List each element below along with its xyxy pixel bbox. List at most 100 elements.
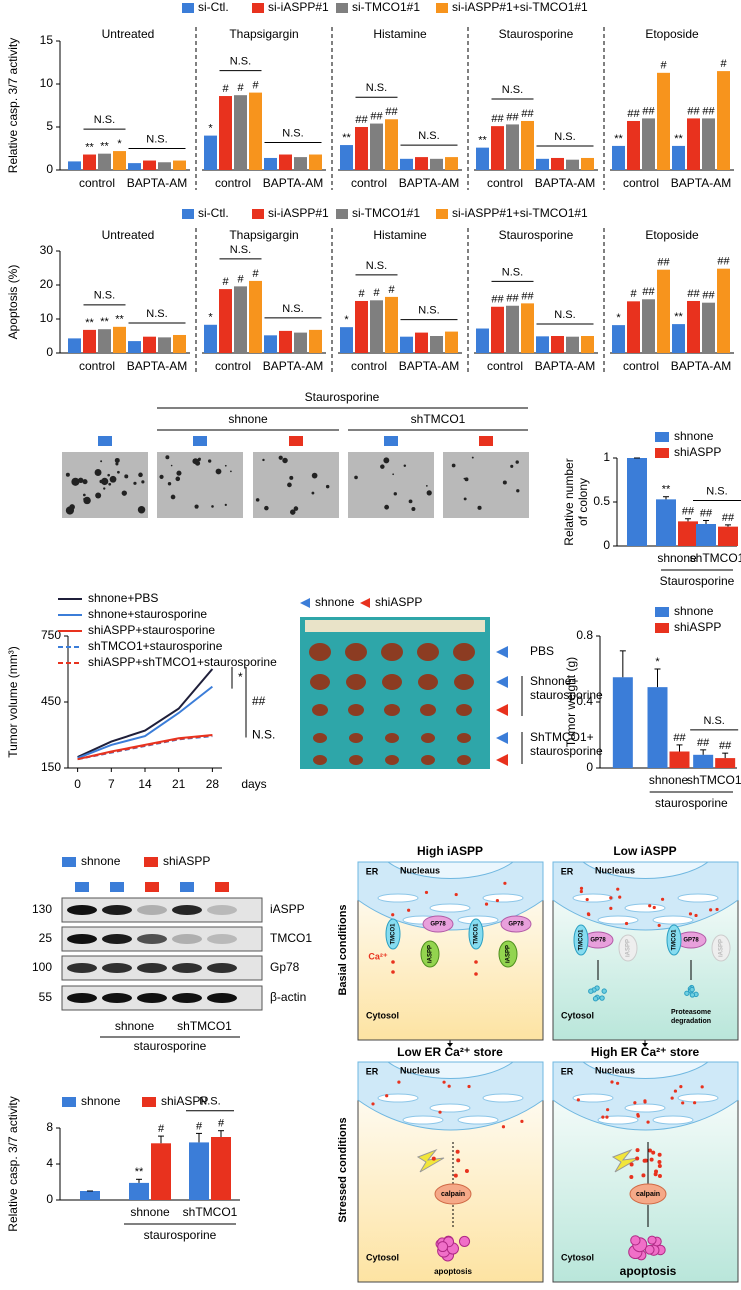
significance-label: ** [115, 314, 124, 326]
row-label: Shnone+ [530, 674, 578, 688]
stress-bolt [416, 1148, 445, 1173]
row-title: Basial conditions [337, 904, 349, 995]
bar [370, 123, 383, 170]
colony [293, 506, 299, 511]
significance-label: ## [702, 105, 715, 117]
lane-swatch [145, 882, 159, 892]
tumor [346, 674, 366, 690]
significance-label: # [237, 273, 244, 285]
er-membrane [552, 1061, 739, 1131]
bar [294, 157, 307, 170]
bar [355, 127, 368, 170]
legend-triangle [300, 598, 310, 608]
bar [566, 336, 579, 353]
protein-label: TMCO1 [672, 929, 678, 951]
bar [536, 158, 549, 170]
band [137, 963, 167, 973]
calcium [660, 897, 665, 901]
protein-label: TMCO1 [270, 931, 312, 945]
calcium [467, 1084, 471, 1089]
significance-label: * [117, 138, 122, 150]
tumor [417, 643, 439, 661]
bar [113, 151, 126, 170]
colony [325, 484, 330, 489]
er-lumen [457, 1115, 499, 1125]
calcium [605, 1115, 609, 1119]
channel [468, 918, 484, 950]
bar [158, 162, 171, 170]
series-line [77, 734, 213, 761]
group-label: shnone [228, 412, 268, 426]
calcium [624, 921, 629, 926]
bar [506, 305, 519, 353]
calpain [629, 1183, 667, 1205]
annotation: N.S. [282, 127, 303, 139]
calcium [576, 1098, 580, 1102]
bar [83, 329, 96, 353]
legend-swatch [252, 3, 264, 13]
bar [400, 336, 413, 353]
tumor [421, 755, 435, 765]
colony [215, 468, 222, 475]
calcium [647, 1148, 652, 1153]
y-tick-label: 4 [46, 1156, 53, 1170]
row-marker [496, 732, 508, 744]
legend-swatch [436, 3, 448, 13]
x-tick-label: control [79, 359, 115, 373]
significance-label: # [373, 287, 380, 299]
significance-label: ** [85, 141, 94, 153]
legend-label: shiASPP+shTMCO1+staurosporine [88, 655, 277, 669]
colony [411, 507, 416, 512]
calcium [657, 1160, 662, 1165]
panel-title: Staurosporine [499, 27, 574, 41]
annotation: N.S. [706, 485, 727, 497]
significance-label: # [218, 1118, 225, 1130]
legend-label: si-iASPP#1+si-TMCO1#1 [452, 206, 588, 220]
y-tick-label: 0 [46, 162, 53, 176]
significance-label: ## [521, 108, 534, 120]
calcium [585, 897, 589, 902]
annotation: N.S. [199, 1096, 220, 1108]
lane-swatch [193, 436, 207, 446]
annotation: N.S. [282, 303, 303, 315]
channel [666, 924, 682, 956]
bar [83, 154, 96, 170]
legend-label: shnone [674, 604, 714, 618]
y-tick-label: 5 [46, 119, 53, 133]
colony [515, 460, 519, 464]
legend-swatch [62, 857, 76, 867]
legend-label: si-Ctl. [198, 0, 229, 14]
protein-label: iASPP [428, 945, 434, 963]
colony [224, 464, 227, 467]
gp78 [422, 915, 454, 933]
enzyme-label: calpain [636, 1191, 660, 1198]
bar [204, 324, 217, 353]
nucleus-label: Nucleaus [400, 1065, 440, 1075]
bar [715, 758, 736, 768]
significance-label: ## [642, 286, 655, 298]
calcium [641, 1173, 646, 1178]
legend-swatch [182, 3, 194, 13]
bar [521, 120, 534, 170]
bar [128, 341, 141, 353]
colony [230, 470, 232, 473]
gp78 [500, 915, 532, 933]
colony [289, 475, 294, 480]
colony [82, 479, 88, 485]
x-tick-label: shnone [657, 551, 697, 565]
bar [309, 329, 322, 353]
bar [627, 301, 640, 353]
calcium [579, 886, 584, 890]
band [207, 993, 237, 1003]
colony [107, 473, 110, 477]
colony-image [443, 452, 529, 518]
ruler [305, 620, 485, 632]
x-tick-label: BAPTA-AM [671, 176, 731, 190]
colony [83, 496, 91, 505]
significance-label: ## [506, 111, 519, 123]
lane-swatch [180, 882, 194, 892]
band [137, 905, 167, 915]
row-label: staurosporine [530, 688, 603, 702]
annotation: N.S. [554, 309, 575, 321]
calcium [453, 1173, 458, 1178]
